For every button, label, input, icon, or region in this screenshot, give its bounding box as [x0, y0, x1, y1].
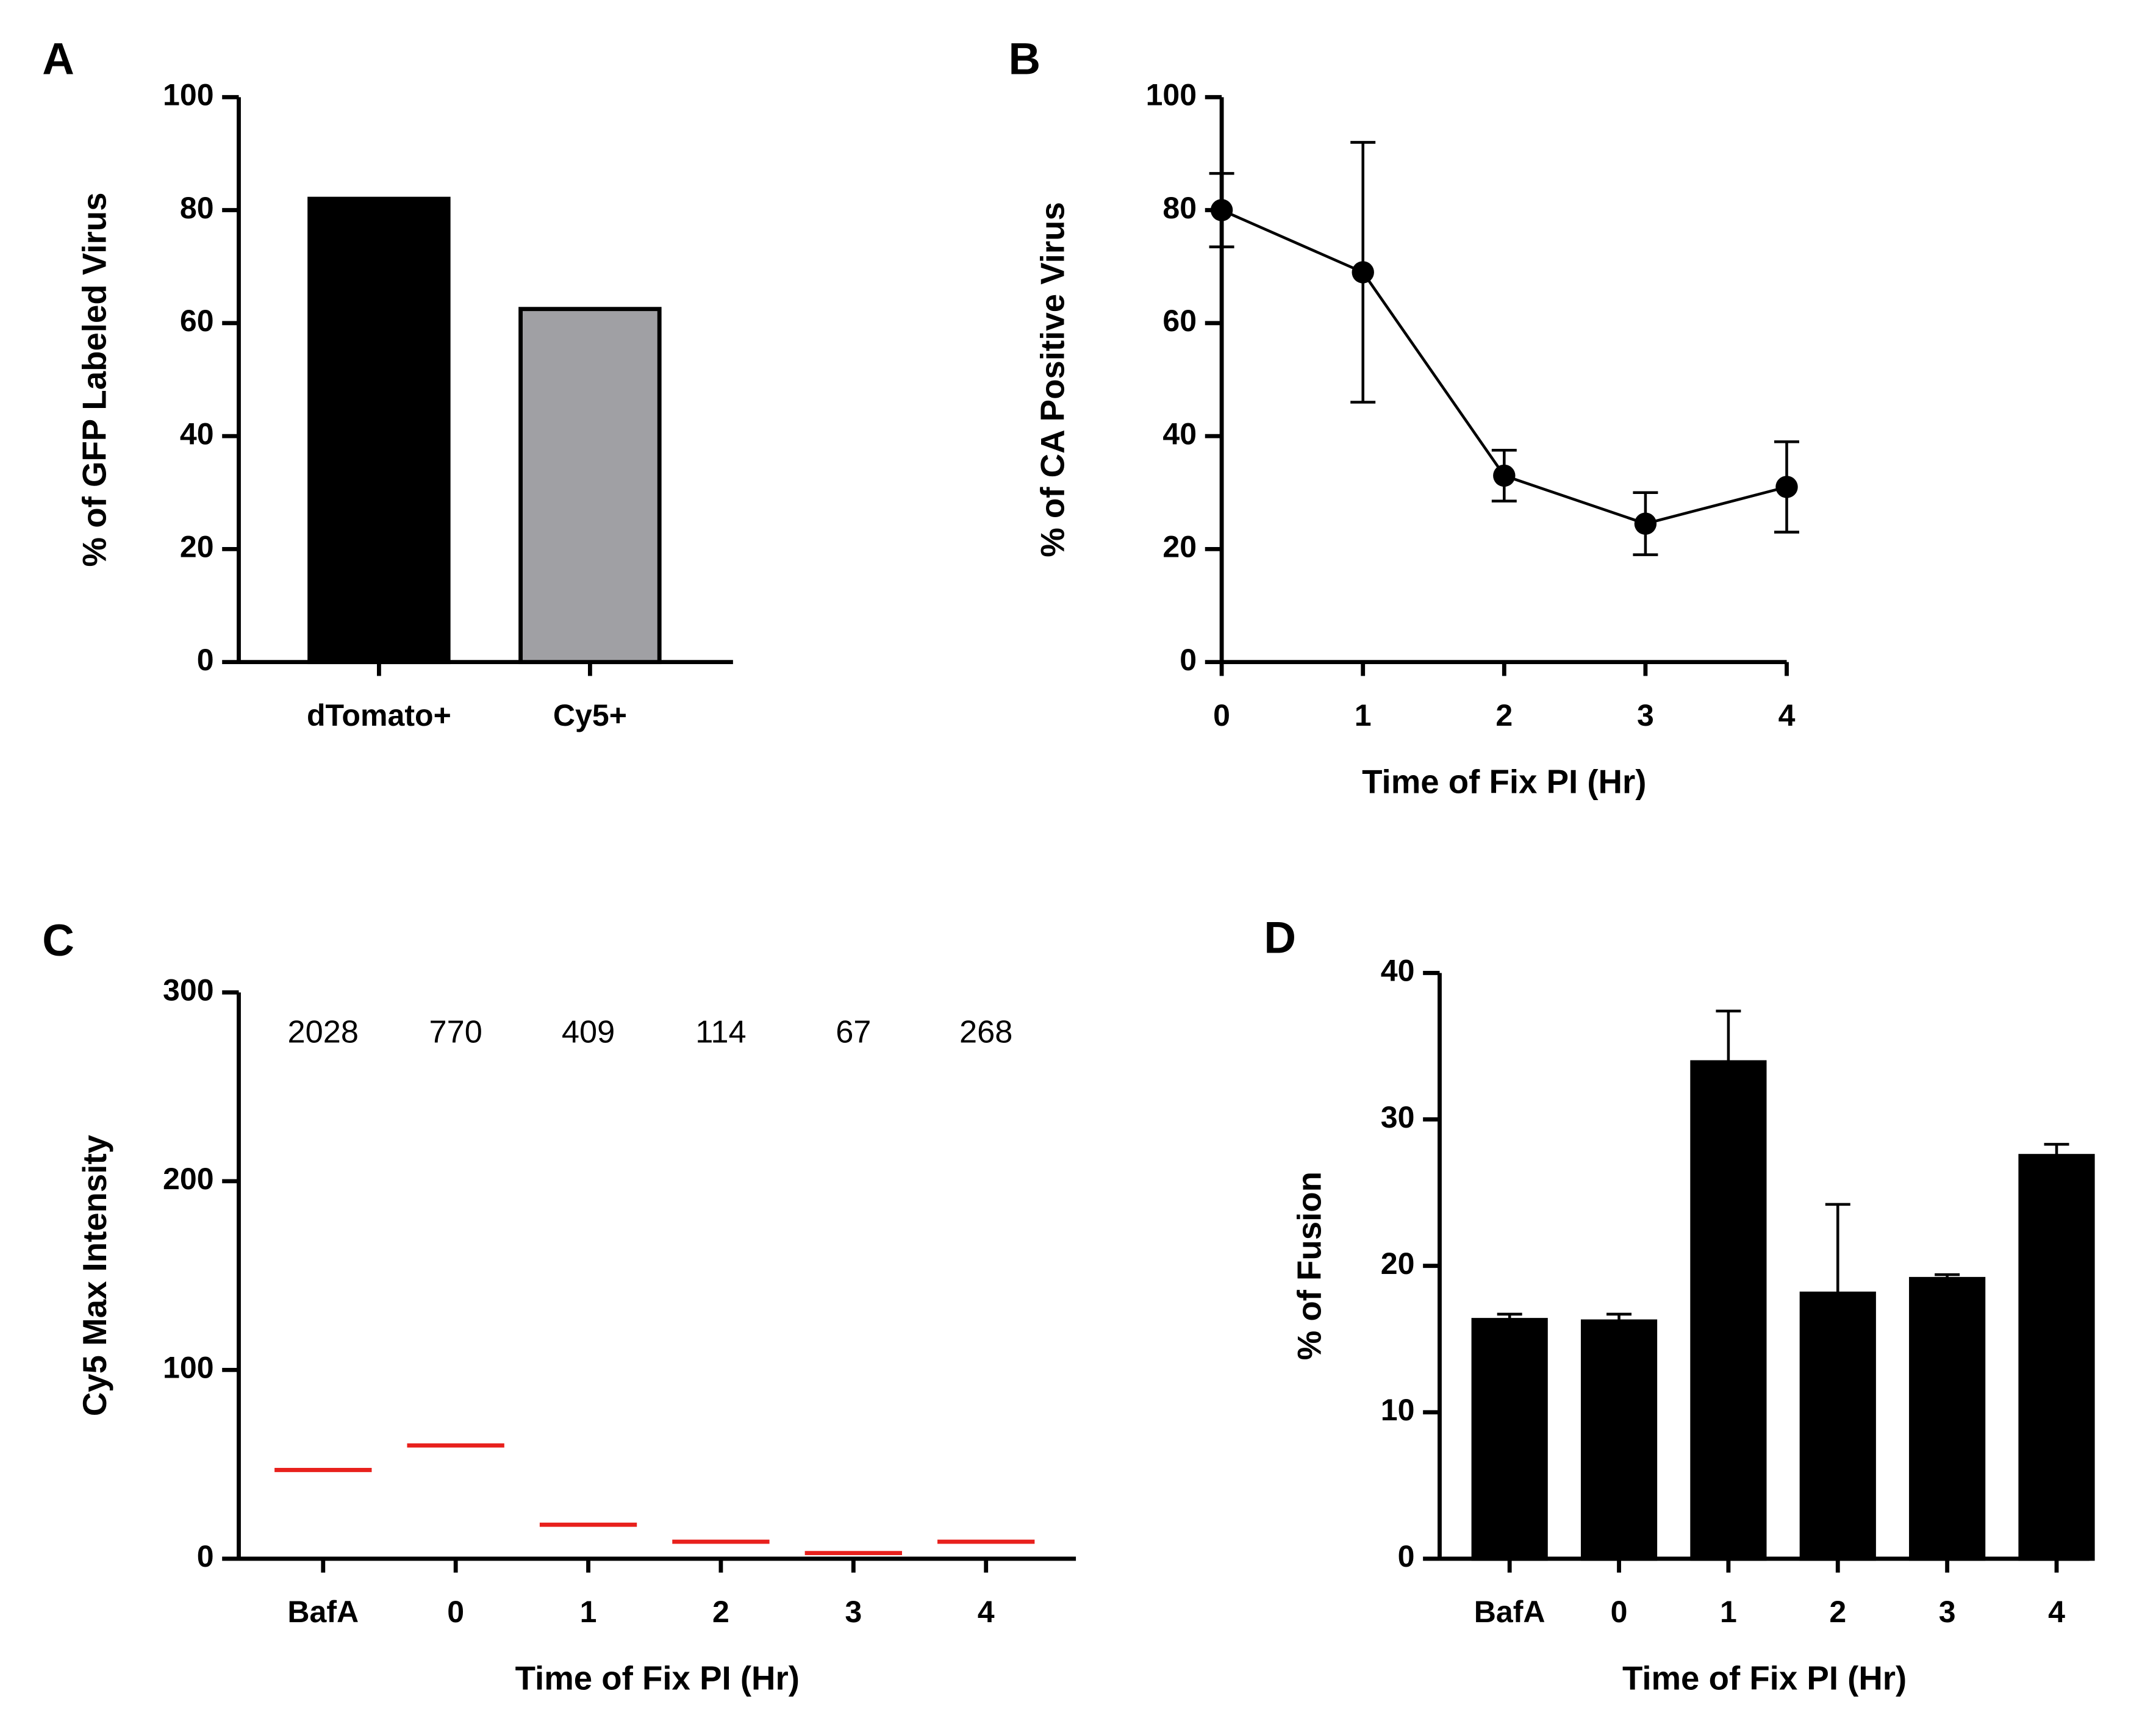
x-tick-label: 1	[1355, 698, 1372, 732]
count-label: 268	[959, 1014, 1012, 1050]
point	[1352, 261, 1374, 284]
y-tick-label: 0	[197, 643, 214, 677]
y-axis-label: Cy5 Max Intensity	[76, 1134, 113, 1416]
x-tick-label: 1	[1720, 1595, 1737, 1629]
y-tick-label: 60	[180, 304, 214, 338]
count-label: 67	[836, 1014, 871, 1050]
y-tick-label: 0	[197, 1539, 214, 1573]
y-tick-label: 10	[1381, 1393, 1415, 1427]
x-tick-label: 4	[1778, 698, 1796, 732]
count-label: 770	[429, 1014, 482, 1050]
y-tick-label: 20	[180, 530, 214, 564]
x-tick-label: 4	[2048, 1595, 2065, 1629]
x-tick-label: dTomato+	[307, 698, 451, 732]
x-tick-label: Cy5+	[553, 698, 627, 732]
x-tick-label: 2	[1829, 1595, 1846, 1629]
count-label: 2028	[288, 1014, 359, 1050]
y-tick-label: 80	[180, 191, 214, 225]
x-tick-label: 0	[1213, 698, 1230, 732]
x-tick-label: BafA	[1474, 1595, 1545, 1629]
x-axis-label: Time of Fix PI (Hr)	[1362, 763, 1646, 800]
x-tick-label: 3	[1637, 698, 1654, 732]
x-axis-label: Time of Fix PI (Hr)	[515, 1660, 800, 1697]
x-tick-label: 2	[712, 1595, 729, 1629]
point	[1775, 476, 1798, 498]
x-tick-label: 2	[1495, 698, 1513, 732]
bar	[2018, 1154, 2095, 1561]
panel-letter: C	[42, 916, 74, 965]
x-tick-label: 3	[1939, 1595, 1956, 1629]
y-tick-label: 100	[163, 1351, 214, 1385]
bar	[518, 307, 662, 665]
bar	[1690, 1060, 1767, 1561]
y-axis-label: % of CA Positive Virus	[1034, 202, 1071, 557]
panel-letter: B	[1009, 35, 1041, 84]
y-tick-label: 100	[163, 78, 214, 112]
x-tick-label: 0	[447, 1595, 464, 1629]
y-tick-label: 100	[1146, 78, 1197, 112]
y-tick-label: 40	[1381, 954, 1415, 988]
bar	[1799, 1291, 1876, 1561]
point	[1634, 512, 1657, 535]
x-axis-label: Time of Fix PI (Hr)	[1622, 1660, 1907, 1697]
y-tick-label: 0	[1180, 643, 1197, 677]
y-tick-label: 0	[1398, 1539, 1415, 1573]
count-label: 114	[695, 1014, 746, 1050]
x-tick-label: 3	[845, 1595, 862, 1629]
bar	[307, 196, 451, 665]
bar	[1909, 1276, 1986, 1561]
bar	[1471, 1318, 1548, 1561]
y-axis-label: % of GFP Labeled Virus	[76, 192, 113, 567]
y-tick-label: 40	[1162, 417, 1197, 451]
bar	[1580, 1319, 1658, 1561]
point	[1493, 464, 1516, 487]
x-tick-label: BafA	[287, 1595, 359, 1629]
y-tick-label: 20	[1381, 1247, 1415, 1281]
panel-letter: D	[1264, 913, 1296, 962]
x-tick-label: 1	[580, 1595, 597, 1629]
y-tick-label: 40	[180, 417, 214, 451]
y-axis-label: % of Fusion	[1291, 1172, 1328, 1360]
panel-letter: A	[42, 35, 74, 84]
y-tick-label: 200	[163, 1162, 214, 1196]
x-tick-label: 4	[978, 1595, 995, 1629]
count-label: 409	[562, 1014, 615, 1050]
x-tick-label: 0	[1611, 1595, 1628, 1629]
y-tick-label: 300	[163, 973, 214, 1007]
point	[1210, 199, 1233, 221]
y-tick-label: 30	[1381, 1100, 1415, 1134]
y-tick-label: 80	[1162, 191, 1197, 225]
y-tick-label: 60	[1162, 304, 1197, 338]
y-tick-label: 20	[1162, 530, 1197, 564]
